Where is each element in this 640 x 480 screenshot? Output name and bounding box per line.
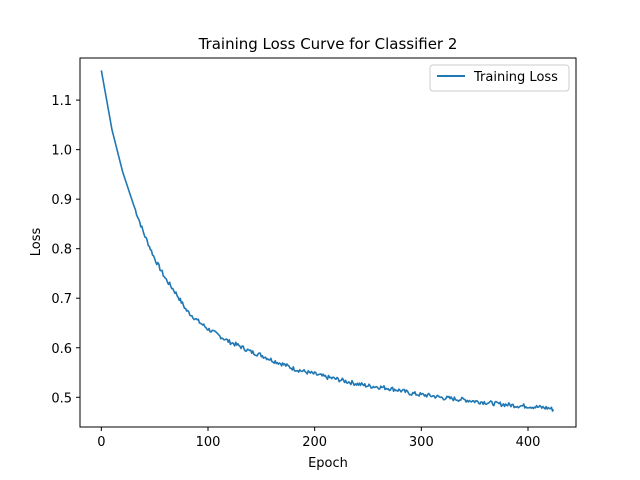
y-tick-label: 0.9 <box>51 193 72 208</box>
legend: Training Loss <box>429 64 570 92</box>
plot-area <box>100 70 555 412</box>
y-tick-label: 0.7 <box>51 292 72 307</box>
legend-box <box>429 64 570 92</box>
plot-frame <box>79 57 577 428</box>
y-tick-label: 0.5 <box>51 391 72 406</box>
chart-title: Training Loss Curve for Classifier 2 <box>198 35 458 53</box>
y-tick-label: 0.8 <box>51 243 72 258</box>
y-tick-label: 1.1 <box>51 94 72 109</box>
x-tick-label: 0 <box>97 435 105 450</box>
y-axis-label: Loss <box>29 228 44 257</box>
x-tick-label: 200 <box>302 435 327 450</box>
y-tick-label: 1.0 <box>51 144 72 159</box>
x-axis-label: Epoch <box>308 456 348 471</box>
x-tick-label: 300 <box>409 435 434 450</box>
y-axis: 0.5 0.6 0.7 0.8 0.9 1.0 1.1 <box>51 94 80 406</box>
x-axis: 0 100 200 300 400 <box>97 427 540 450</box>
series-line-training-loss <box>100 70 555 412</box>
legend-label: Training Loss <box>473 70 558 85</box>
x-tick-label: 400 <box>516 435 541 450</box>
x-tick-label: 100 <box>196 435 221 450</box>
y-tick-label: 0.6 <box>51 342 72 357</box>
